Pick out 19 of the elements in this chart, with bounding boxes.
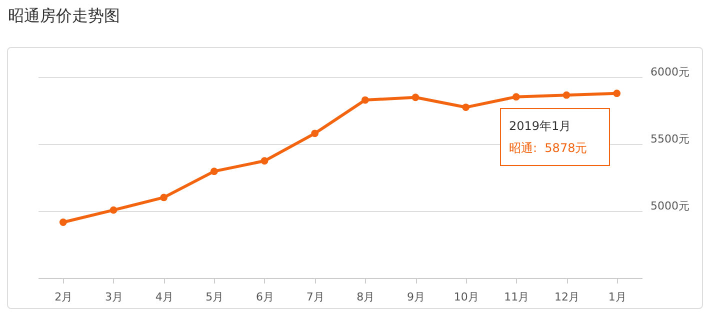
x-tick-label: 5月 <box>206 290 224 304</box>
x-tick-label: 1月 <box>608 290 626 304</box>
x-tick-label: 9月 <box>407 290 425 304</box>
y-tick-label: 5000元 <box>650 200 690 212</box>
chart-title: 昭通房价走势图 <box>8 6 120 27</box>
x-tick-label: 12月 <box>554 290 580 304</box>
x-tick-label: 6月 <box>256 290 274 304</box>
y-tick-label: 5500元 <box>650 132 690 146</box>
x-tick-label: 2月 <box>54 290 73 304</box>
x-tick-label: 10月 <box>454 290 479 304</box>
x-tick-label: 7月 <box>306 290 324 304</box>
tooltip-box: 2019年1月 昭通: 5878元 <box>500 108 610 166</box>
x-tick-label: 3月 <box>105 290 123 304</box>
annotation: 2019年1月 <box>509 118 572 135</box>
y-tick-label: 6000元 <box>650 66 690 78</box>
x-tick-label: 4月 <box>155 290 174 304</box>
x-tick-label: 11月 <box>504 290 530 304</box>
annotation: 昭通: 5878元 <box>509 140 588 157</box>
x-tick-label: 8月 <box>356 290 375 304</box>
